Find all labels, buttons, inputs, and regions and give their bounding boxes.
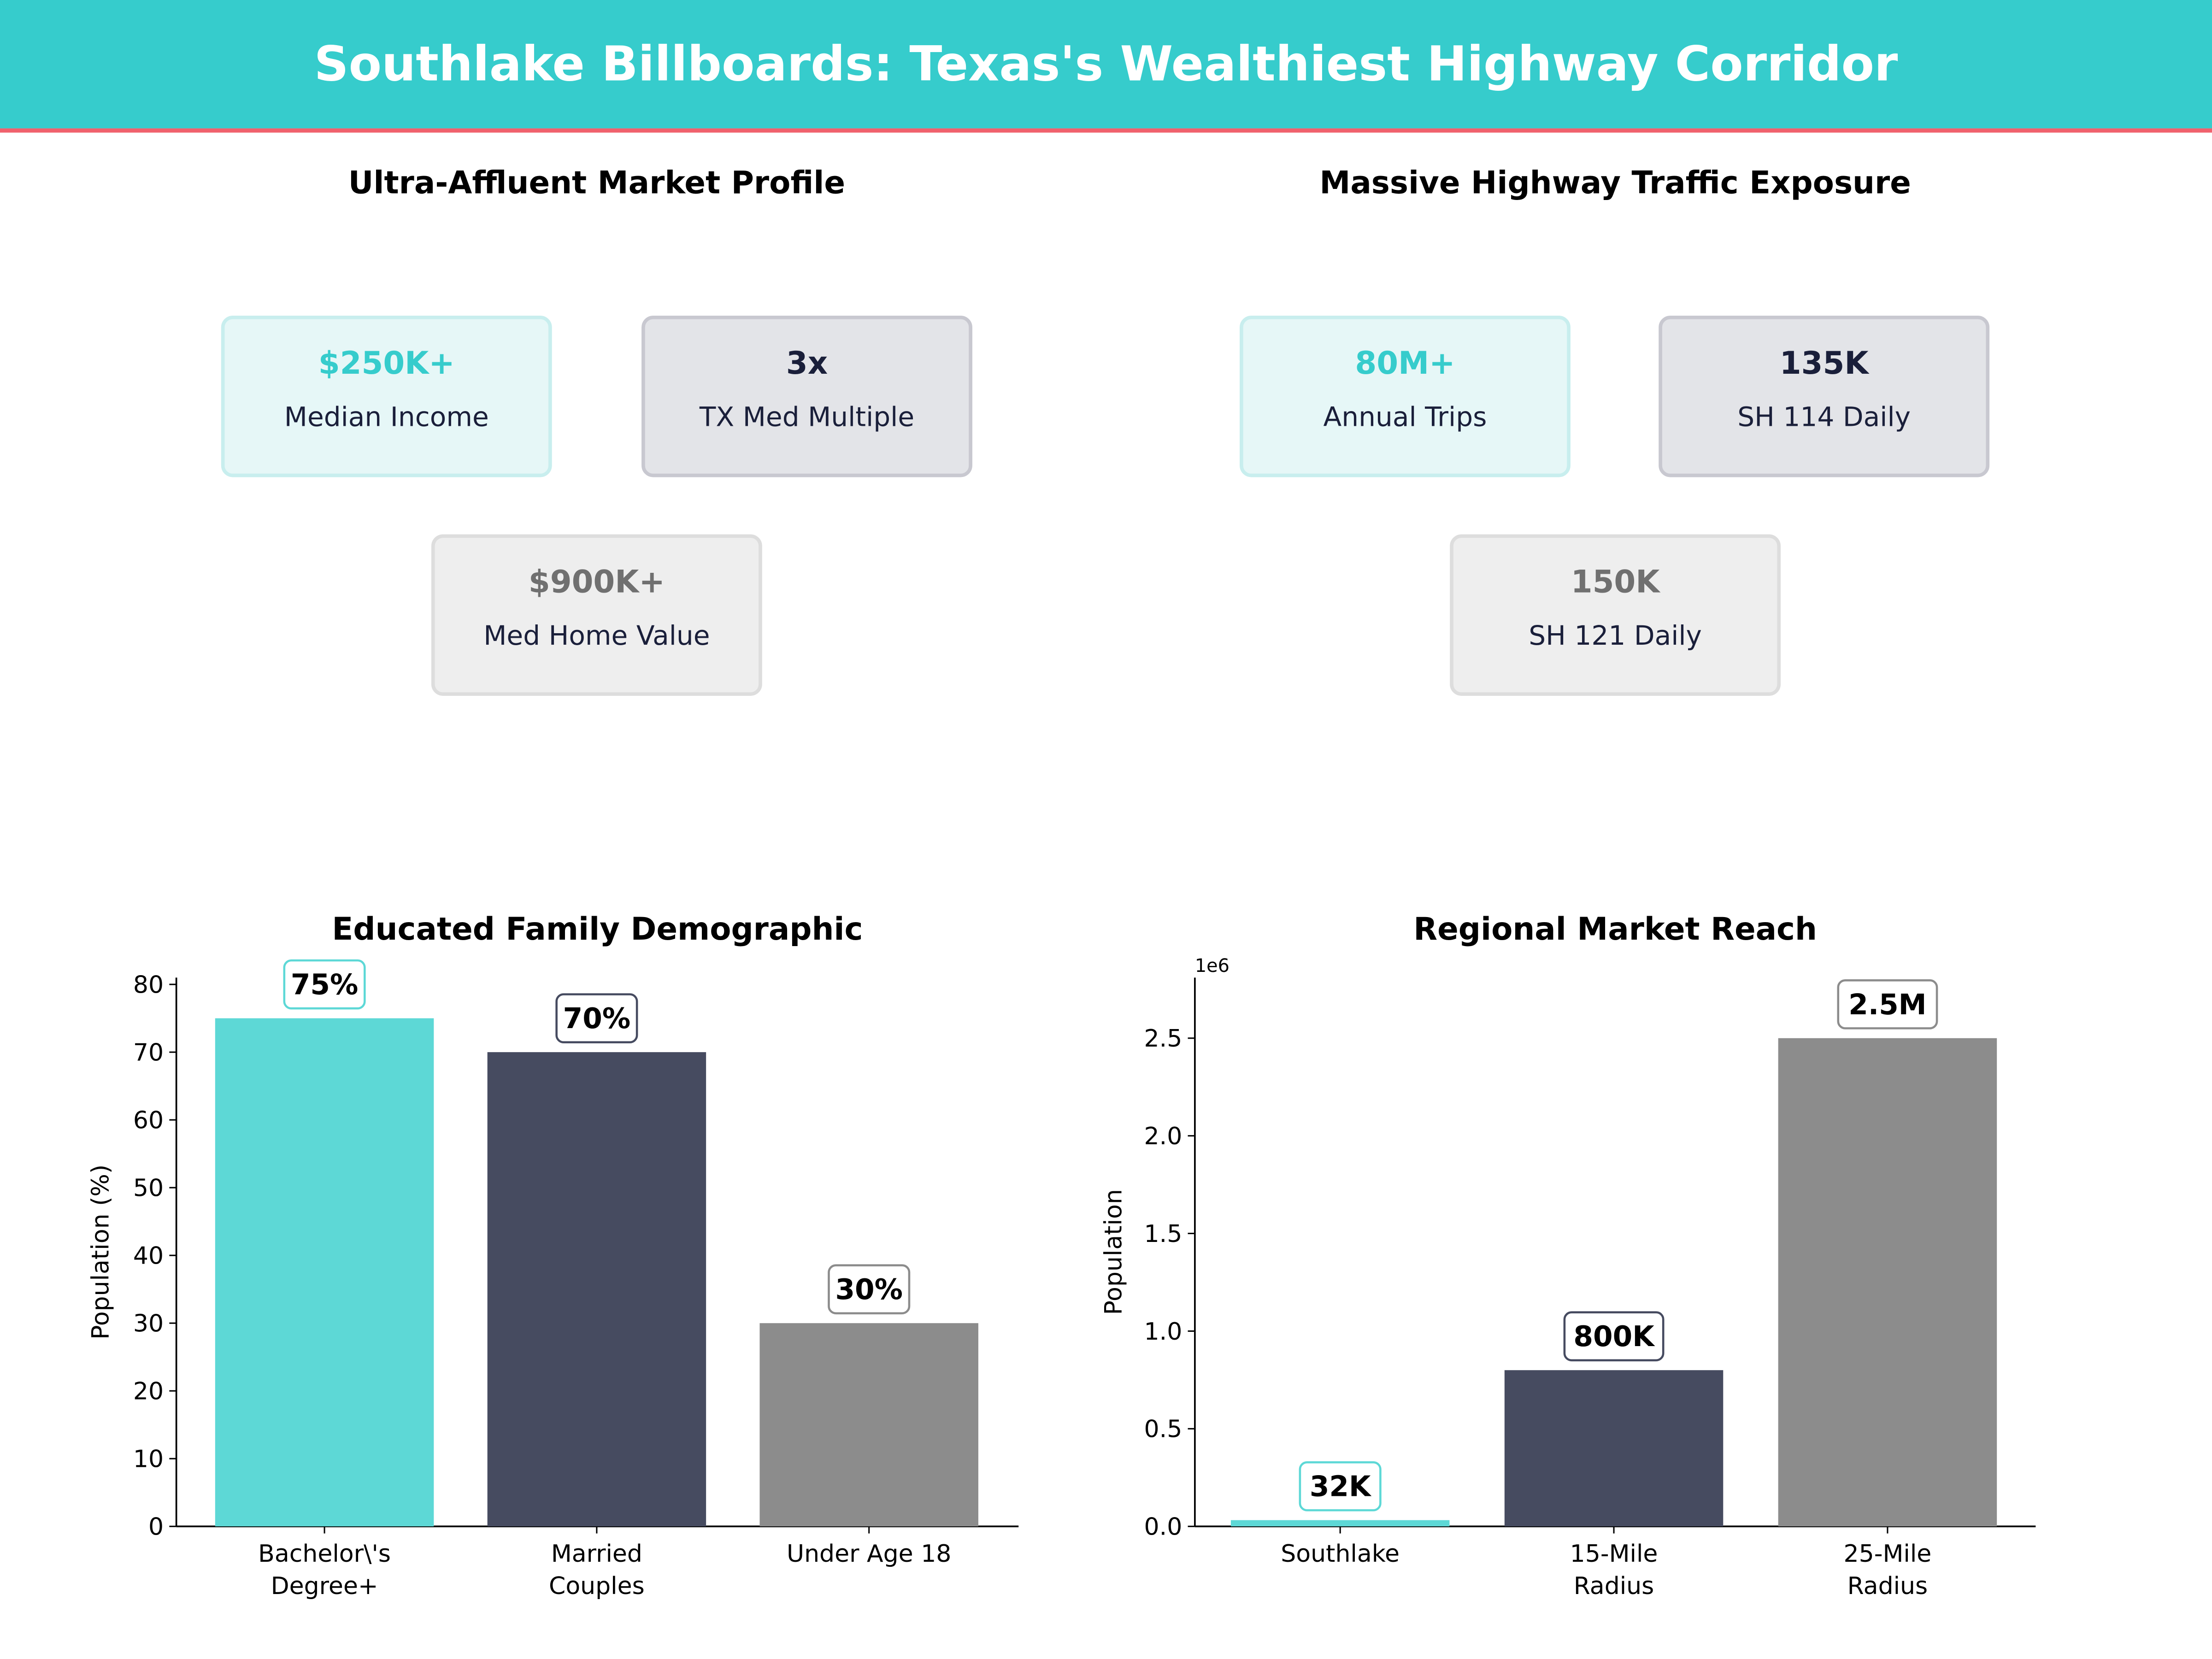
card-background (221, 315, 552, 477)
axis-offset-text: 1e6 (1195, 955, 1230, 977)
reach-chart: Regional Market Reach 0.0 0.5 1.0 1.5 2.0 2.5 P… (1100, 911, 2036, 1600)
card-value: $250K+ (318, 345, 455, 381)
data-label-box (1837, 979, 1938, 1030)
bar (759, 1323, 978, 1527)
x-tick-label: Married (551, 1540, 642, 1568)
header-banner (0, 0, 2212, 129)
x-tick-label: Degree+ (271, 1572, 378, 1600)
card-background (1240, 315, 1571, 477)
data-label: 75% (291, 969, 359, 1001)
stat-card: 135K SH 114 Daily (1659, 315, 1990, 477)
card-value: $900K+ (529, 564, 665, 600)
y-axis-label: Population (1100, 1189, 1128, 1315)
bar (1504, 1370, 1724, 1527)
bar (1778, 1038, 1997, 1527)
y-axis-label: Population (%) (87, 1165, 115, 1340)
y-tick-label: 70 (133, 1039, 164, 1067)
x-tick-label: Radius (1574, 1572, 1654, 1600)
y-tick-label: 80 (133, 971, 164, 999)
bar (215, 1018, 434, 1527)
y-tick-label: 40 (133, 1242, 164, 1270)
y-tick-label: 50 (133, 1175, 164, 1202)
chart-title: Educated Family Demographic (332, 911, 863, 947)
y-tick-label: 30 (133, 1310, 164, 1338)
panel-title-traffic-exposure: Massive Highway Traffic Exposure (1319, 164, 1911, 200)
data-label: 30% (835, 1273, 903, 1306)
x-tick-label: 25-Mile (1844, 1540, 1932, 1568)
panel-title-market-profile: Ultra-Affluent Market Profile (348, 164, 845, 200)
card-label: SH 121 Daily (1529, 620, 1702, 651)
y-tick-label: 0 (148, 1513, 164, 1541)
card-value: 150K (1571, 564, 1661, 600)
x-tick-label: 15-Mile (1570, 1540, 1658, 1568)
data-label: 800K (1573, 1320, 1655, 1353)
stat-card: $900K+ Med Home Value (431, 534, 762, 696)
x-tick-label: Couples (549, 1572, 645, 1600)
data-label-box (283, 959, 366, 1010)
card-value: 80M+ (1355, 345, 1455, 381)
x-tick-label: Southlake (1281, 1540, 1400, 1568)
bar (487, 1052, 706, 1527)
card-label: Median Income (284, 401, 489, 432)
page-title: Southlake Billboards: Texas's Wealthiest… (314, 35, 1898, 92)
data-label-box (828, 1264, 911, 1315)
card-label: Med Home Value (483, 620, 710, 651)
chart-title: Regional Market Reach (1413, 911, 1817, 947)
y-tick-label: 20 (133, 1378, 164, 1406)
data-label: 70% (563, 1002, 631, 1035)
bar (1230, 1520, 1450, 1527)
data-label: 2.5M (1848, 988, 1926, 1021)
card-label: SH 114 Daily (1737, 401, 1911, 432)
card-background (641, 315, 972, 477)
card-value: 135K (1780, 345, 1870, 381)
stat-card: 150K SH 121 Daily (1450, 534, 1781, 696)
x-tick-label: Bachelor\'s (258, 1540, 391, 1568)
y-tick-label: 0.0 (1144, 1513, 1182, 1541)
stat-card: $250K+ Median Income (221, 315, 552, 477)
card-background (1659, 315, 1990, 477)
data-label-box (555, 993, 638, 1044)
card-value: 3x (786, 345, 828, 381)
card-label: Annual Trips (1324, 401, 1487, 432)
data-label-box (1299, 1461, 1382, 1512)
card-label: TX Med Multiple (699, 401, 914, 432)
stat-card: 80M+ Annual Trips (1240, 315, 1571, 477)
education-chart: Educated Family Demographic 0 10 20 30 40 50 60… (87, 911, 1019, 1600)
y-tick-label: 10 (133, 1446, 164, 1473)
card-background (431, 534, 762, 696)
y-tick-label: 2.0 (1144, 1123, 1182, 1150)
x-tick-label: Under Age 18 (787, 1540, 951, 1568)
y-tick-label: 1.5 (1144, 1220, 1182, 1248)
header-rule (0, 128, 2212, 133)
y-tick-label: 2.5 (1144, 1025, 1182, 1053)
y-tick-label: 60 (133, 1107, 164, 1135)
x-tick-label: Radius (1847, 1572, 1928, 1600)
stat-card: 3x TX Med Multiple (641, 315, 972, 477)
data-label-box (1563, 1311, 1665, 1362)
card-background (1450, 534, 1781, 696)
y-tick-label: 1.0 (1144, 1318, 1182, 1346)
data-label: 32K (1310, 1471, 1372, 1503)
y-tick-label: 0.5 (1144, 1416, 1182, 1443)
